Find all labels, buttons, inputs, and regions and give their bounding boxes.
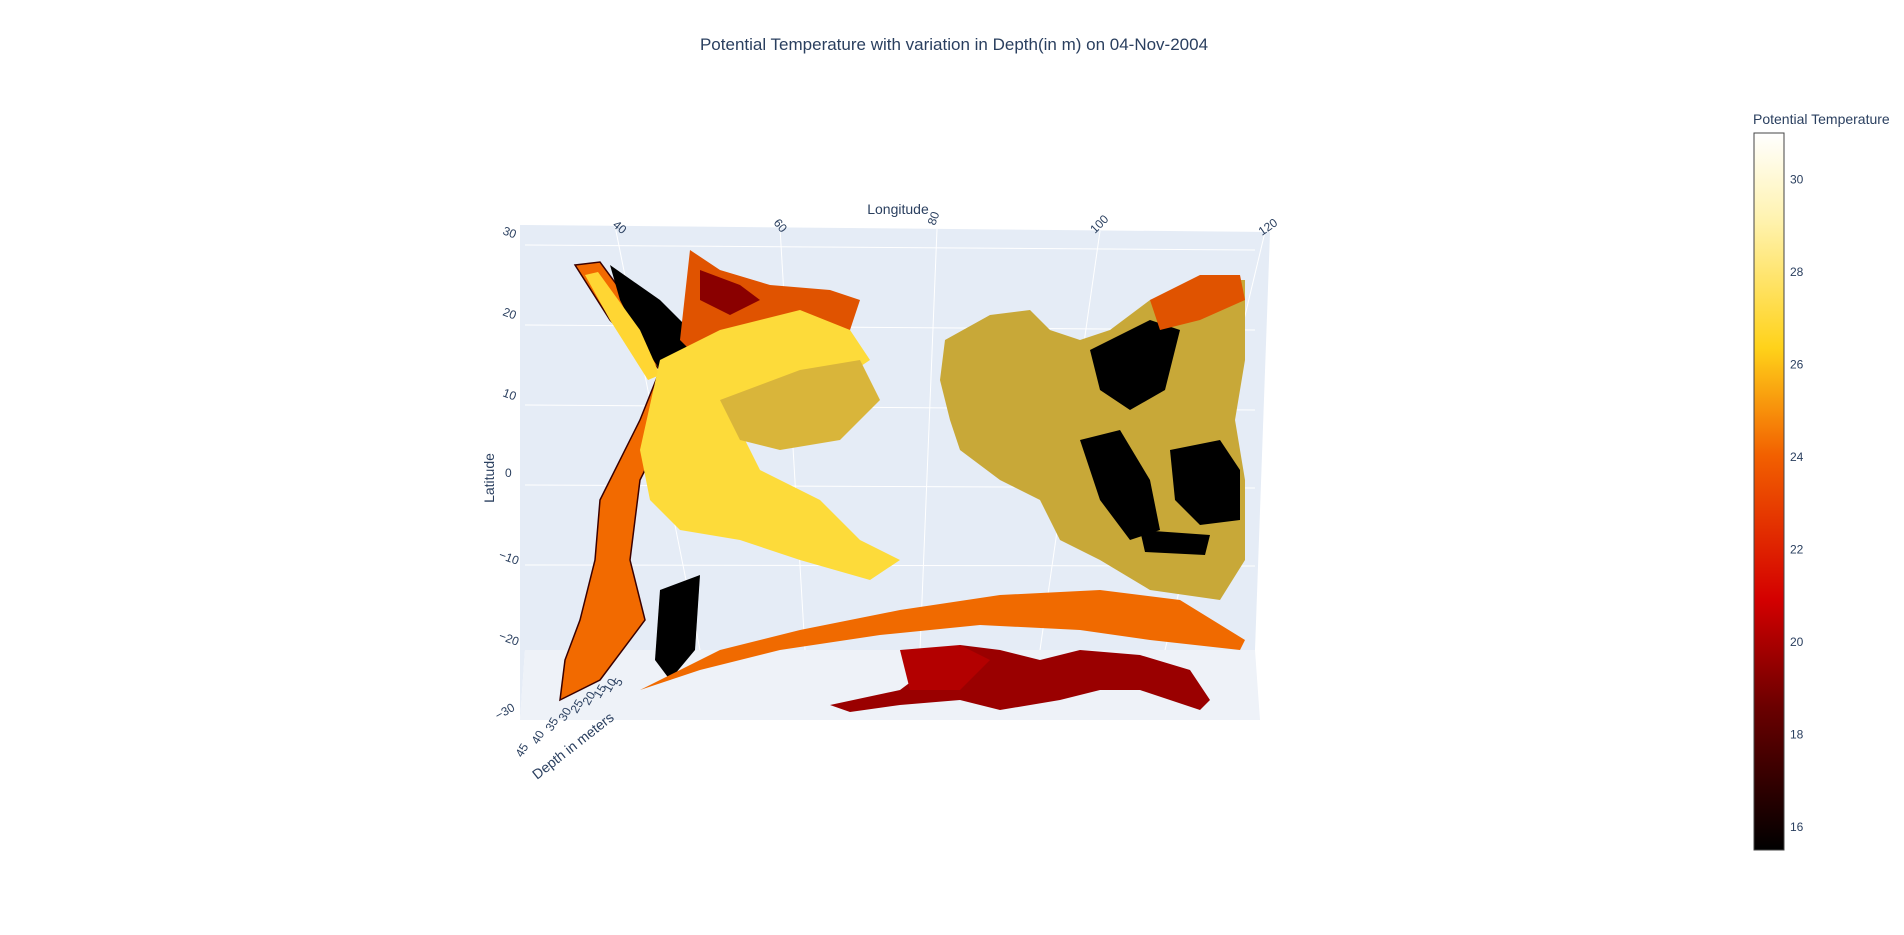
z-tick: 20 [579,689,598,708]
y-axis-ticks: 30 20 10 0 −10 −20 −30 [493,224,522,723]
surface-region-black-se [1170,440,1240,525]
colorbar: Potential Temperature 30 28 26 24 22 20 18 16 [1753,111,1890,851]
y-axis-title: Latitude [481,453,497,503]
surface-region-black-ne [1090,320,1180,410]
chart-title: Potential Temperature with variation in … [700,35,1208,54]
surface-region-orange-ne [1150,275,1245,330]
colorbar-tick-label: 30 [1790,172,1804,186]
y-tick: 30 [501,224,519,242]
left-wall [520,225,525,720]
surface-region-darkred-north [700,270,760,315]
surface-region-orange-south [640,590,1245,690]
colorbar-tick-label: 18 [1790,727,1804,741]
y-tick: −20 [497,629,521,649]
surface-region-yellow-redsea [585,272,660,380]
surface-region-olive-central [720,360,880,450]
colorbar-tick-label: 20 [1790,635,1804,649]
surface-region-black-east [1080,430,1160,540]
colorbar-ticks: 30 28 26 24 22 20 18 16 [1790,172,1804,834]
temperature-surface [559,250,1245,712]
colorbar-title: Potential Temperature [1753,111,1890,127]
x-tick: 80 [925,209,943,227]
z-tick: 35 [542,715,561,734]
colorbar-tick-label: 28 [1790,265,1804,279]
z-tick: 40 [528,728,547,747]
z-axis-ticks: 45 40 35 30 25 20 15 10 5 [512,675,626,759]
colorbar-gradient [1753,132,1785,851]
colorbar-tick-label: 24 [1790,450,1804,464]
surface-region-black-sw [655,575,700,680]
z-tick: 30 [555,705,574,724]
z-tick: 10 [600,676,619,695]
colorbar-tick-label: 26 [1790,357,1804,371]
surface-region-darkred-south [830,645,1210,712]
z-tick: 15 [590,682,609,701]
y-tick: 20 [501,305,519,323]
y-tick: 10 [501,386,519,404]
colorbar-tick-label: 16 [1790,820,1804,834]
y-tick: −30 [493,700,518,722]
surface-region-black-nw [610,265,690,380]
z-tick: 45 [512,741,531,760]
y-tick: −10 [497,548,521,568]
colorbar-tick-label: 22 [1790,542,1804,556]
x-axis-title: Longitude [867,201,929,217]
y-tick: 0 [505,466,512,480]
surface-region-black-band [1140,530,1210,555]
surface-region-red-south [900,645,990,690]
z-tick: 25 [567,697,586,716]
